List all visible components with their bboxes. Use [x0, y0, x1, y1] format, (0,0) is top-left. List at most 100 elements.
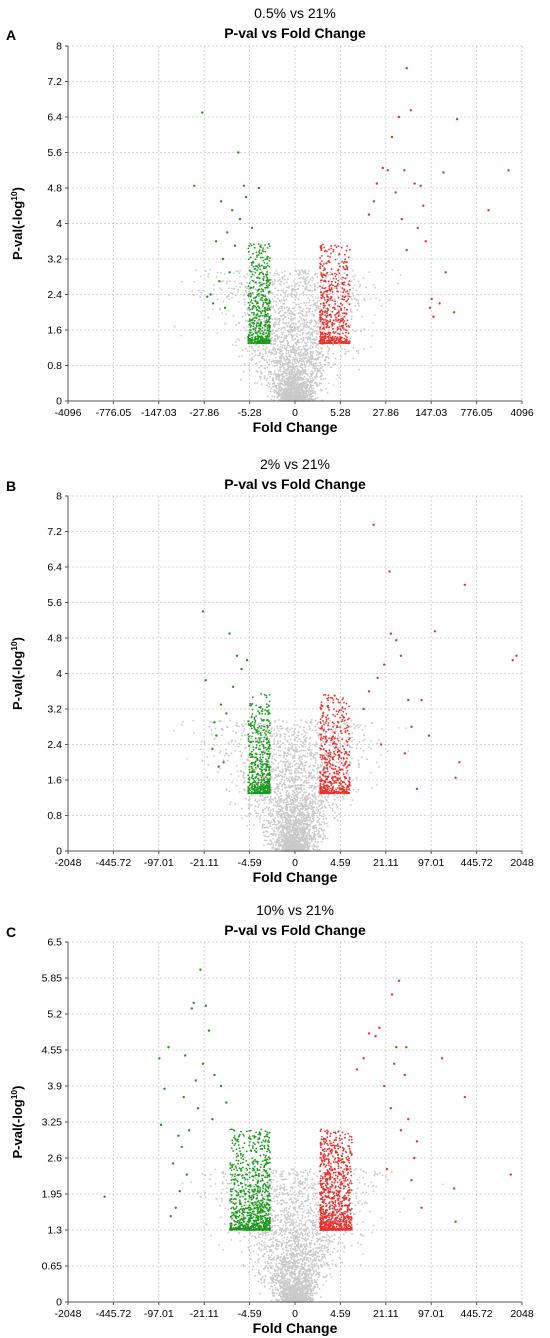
down-point [265, 299, 268, 302]
ns-point [333, 794, 336, 797]
ns-point [244, 314, 247, 316]
ns-point [260, 383, 263, 386]
up-point [341, 304, 344, 306]
ns-point [281, 327, 283, 329]
down-point [259, 268, 261, 271]
up-point [349, 248, 351, 251]
ns-point [373, 314, 376, 316]
down-point [248, 282, 251, 285]
ns-point [316, 767, 318, 770]
ns-point [271, 298, 274, 300]
ns-point [322, 369, 325, 372]
up-point [334, 285, 336, 288]
y-axis-label-sup: 10 [9, 191, 19, 201]
ns-point [231, 739, 233, 742]
ns-point [243, 311, 246, 314]
ns-point [305, 323, 308, 326]
down-point [253, 312, 255, 314]
ns-point [289, 766, 292, 769]
up-point [343, 337, 346, 340]
ns-point [283, 786, 286, 789]
ns-point [332, 363, 335, 365]
ns-point [336, 819, 339, 822]
ns-point [193, 281, 196, 283]
ns-point [314, 364, 317, 367]
ns-point [256, 382, 259, 384]
down-point [260, 288, 263, 290]
ns-point [312, 335, 314, 337]
ns-point [267, 382, 270, 384]
down-point [257, 277, 259, 279]
ns-point [337, 274, 340, 277]
ns-point [304, 348, 306, 351]
ns-point [263, 797, 266, 800]
ns-point [268, 802, 271, 804]
ns-point [300, 307, 302, 309]
ns-point [311, 290, 314, 292]
ns-point [293, 764, 296, 767]
ns-point [353, 278, 356, 281]
ns-point [273, 826, 276, 829]
up-point [323, 304, 326, 307]
ns-point [232, 314, 235, 317]
down-point [266, 278, 269, 281]
ns-point [304, 282, 307, 285]
up-point [322, 273, 325, 275]
ns-point [290, 394, 293, 396]
ns-point [360, 330, 362, 332]
ns-point [286, 346, 288, 349]
ns-point [281, 373, 284, 376]
down-point [254, 300, 257, 302]
ns-point [283, 398, 286, 401]
ns-point [292, 344, 295, 346]
ns-point [299, 393, 302, 395]
ns-point [231, 296, 233, 299]
ns-point [341, 347, 343, 350]
ns-point [291, 311, 294, 314]
down-point [249, 337, 252, 340]
ns-point [293, 371, 296, 374]
up-point [342, 291, 345, 294]
ns-point [320, 841, 323, 843]
down-outlier-point [257, 186, 261, 190]
ns-point [256, 370, 259, 373]
ns-point [306, 351, 309, 354]
up-outlier-point [416, 226, 419, 230]
ns-point [285, 298, 288, 301]
ns-point [316, 300, 319, 302]
ns-point [290, 292, 293, 295]
ns-point [313, 285, 316, 288]
ns-point [327, 364, 330, 366]
ns-point [295, 362, 298, 364]
ns-point [306, 314, 308, 317]
ns-point [268, 358, 271, 361]
ns-point [329, 744, 332, 747]
up-point [322, 302, 325, 305]
down-point [257, 293, 260, 295]
ns-point [312, 331, 314, 334]
ns-point [329, 306, 332, 308]
ns-point [303, 324, 306, 327]
ns-point [296, 393, 299, 396]
down-outlier-point [226, 231, 229, 234]
ns-point [295, 323, 297, 325]
up-point [346, 290, 349, 292]
down-outlier-point [237, 151, 240, 154]
ns-point [298, 274, 300, 277]
down-point [252, 328, 255, 330]
ns-point [266, 735, 268, 738]
ns-point [290, 317, 293, 320]
ns-point [317, 305, 319, 308]
ns-point [358, 305, 361, 307]
up-point [324, 314, 326, 316]
ns-point [316, 286, 319, 289]
ns-point [315, 342, 318, 345]
down-point [269, 308, 271, 311]
ns-point [291, 385, 294, 388]
down-point [256, 254, 258, 257]
ns-point [223, 273, 226, 275]
ns-point [311, 380, 314, 383]
ns-point [314, 272, 317, 275]
up-point [330, 316, 332, 318]
up-point [348, 326, 351, 328]
